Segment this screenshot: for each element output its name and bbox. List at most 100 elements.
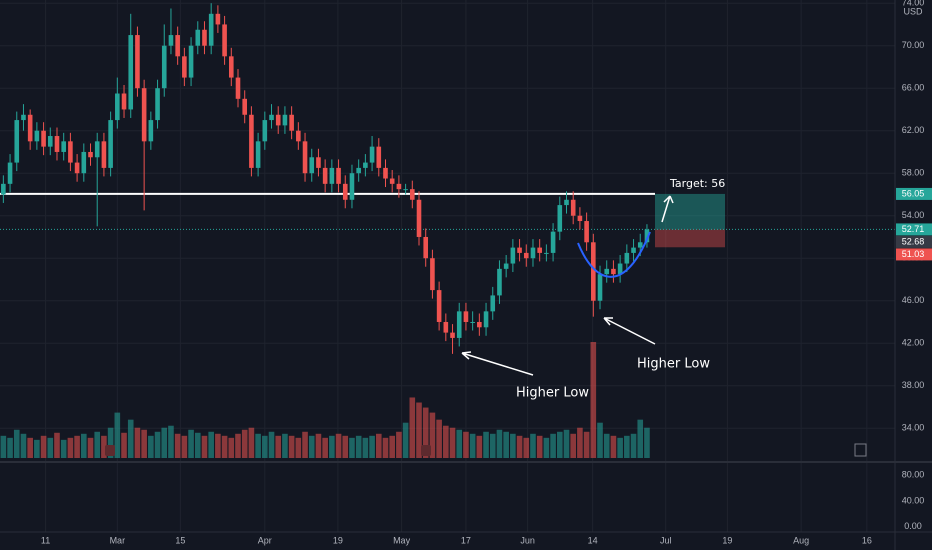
volume-bar bbox=[228, 437, 235, 458]
volume-bar bbox=[174, 433, 181, 458]
x-tick-label: 16 bbox=[862, 535, 872, 545]
volume-bar bbox=[74, 435, 80, 458]
volume-bar bbox=[20, 433, 27, 458]
candle-body bbox=[121, 93, 127, 110]
volume-bar bbox=[617, 437, 623, 458]
x-tick-label: Aug bbox=[793, 535, 809, 545]
candle-body bbox=[470, 321, 475, 323]
volume-bar bbox=[0, 435, 7, 458]
volume-bar bbox=[101, 435, 107, 458]
volume-bar bbox=[496, 429, 503, 458]
candle-body bbox=[624, 252, 630, 264]
y-tick-label: 54.00 bbox=[902, 210, 925, 220]
volume-bar bbox=[181, 435, 188, 458]
candle-body bbox=[309, 157, 315, 174]
price-badge bbox=[896, 187, 932, 200]
candle-body bbox=[21, 114, 26, 121]
annotation: Higher Low bbox=[516, 386, 589, 401]
price-badge bbox=[896, 248, 932, 261]
arrows bbox=[461, 195, 674, 376]
candle-body bbox=[517, 247, 522, 253]
candle-body bbox=[456, 311, 462, 338]
y-tick-label: 46.00 bbox=[902, 295, 925, 305]
candle-body bbox=[570, 199, 576, 216]
candle-body bbox=[490, 295, 496, 312]
candle-body bbox=[450, 332, 455, 338]
x-tick-label: 11 bbox=[41, 535, 50, 545]
candle-body bbox=[349, 173, 355, 200]
candle-body bbox=[336, 167, 341, 184]
x-tick-label: Mar bbox=[110, 535, 126, 545]
candle-body bbox=[383, 167, 388, 179]
candle-body bbox=[148, 120, 154, 142]
candle-body bbox=[510, 247, 516, 264]
x-tick-label: 19 bbox=[722, 535, 732, 545]
candle-body bbox=[275, 114, 281, 126]
candle-body bbox=[1, 183, 6, 195]
candle-body bbox=[523, 252, 529, 259]
price-badge-label: 56.05 bbox=[902, 188, 925, 198]
volume-bar bbox=[536, 435, 543, 458]
candle-body bbox=[161, 45, 167, 89]
volume-bar bbox=[369, 435, 375, 458]
volume-bar bbox=[456, 429, 463, 458]
volume-bar bbox=[235, 433, 241, 458]
candle-body bbox=[564, 199, 569, 206]
candle-body bbox=[54, 136, 60, 152]
volume-bar bbox=[355, 435, 362, 458]
volume-bar bbox=[402, 422, 409, 458]
volume-bar bbox=[416, 402, 422, 458]
candle-body bbox=[215, 13, 221, 25]
volume-bar bbox=[469, 433, 476, 458]
volume-bar bbox=[54, 432, 60, 458]
candle-body bbox=[68, 141, 73, 163]
price-badge bbox=[896, 223, 932, 236]
volume-bar bbox=[342, 435, 349, 458]
candle-body bbox=[363, 162, 368, 168]
candle-body bbox=[436, 290, 442, 322]
volume-bar bbox=[107, 427, 114, 458]
candle-body bbox=[322, 167, 328, 184]
volume-bar bbox=[40, 435, 47, 458]
volume-bar bbox=[530, 433, 536, 458]
candle-body bbox=[188, 45, 194, 78]
candle-body bbox=[550, 231, 556, 253]
volume-bar bbox=[335, 433, 342, 458]
axis: 74.0070.0066.0062.0058.0054.0050.0046.00… bbox=[41, 0, 932, 545]
volume-bar bbox=[543, 437, 550, 458]
volume-bar bbox=[630, 433, 637, 458]
price-badge-label: 52.71 bbox=[902, 224, 925, 234]
volume-bar bbox=[429, 412, 436, 458]
candle-body bbox=[41, 130, 46, 147]
volume-bar bbox=[483, 431, 489, 458]
volume-bar bbox=[349, 437, 355, 458]
y-tick-label: 62.00 bbox=[902, 125, 925, 135]
candles bbox=[1, 3, 650, 354]
candle-body bbox=[604, 268, 610, 275]
volume-bar bbox=[382, 437, 389, 458]
candle-body bbox=[557, 205, 563, 232]
candle-body bbox=[416, 199, 422, 237]
candle-body bbox=[155, 88, 160, 121]
x-tick-label: 14 bbox=[588, 535, 598, 545]
volume-bar bbox=[308, 435, 315, 458]
candle-body bbox=[477, 321, 482, 328]
y-tick-label: 74.00 bbox=[902, 0, 925, 8]
candle-body bbox=[47, 136, 53, 147]
volume-bar bbox=[523, 437, 530, 458]
volume-bar bbox=[510, 433, 516, 458]
volume-bar bbox=[275, 435, 282, 458]
candle-body bbox=[27, 114, 33, 142]
candle-body bbox=[61, 141, 66, 152]
candle-body bbox=[269, 114, 274, 121]
volume-bar bbox=[597, 422, 603, 458]
candle-body bbox=[74, 162, 80, 174]
candle-body bbox=[296, 130, 301, 142]
candle-body bbox=[128, 35, 134, 110]
y-tick-label: 42.00 bbox=[902, 338, 925, 348]
volume-bar bbox=[134, 427, 141, 458]
volume-bar bbox=[443, 425, 449, 458]
candle-body bbox=[14, 120, 20, 163]
